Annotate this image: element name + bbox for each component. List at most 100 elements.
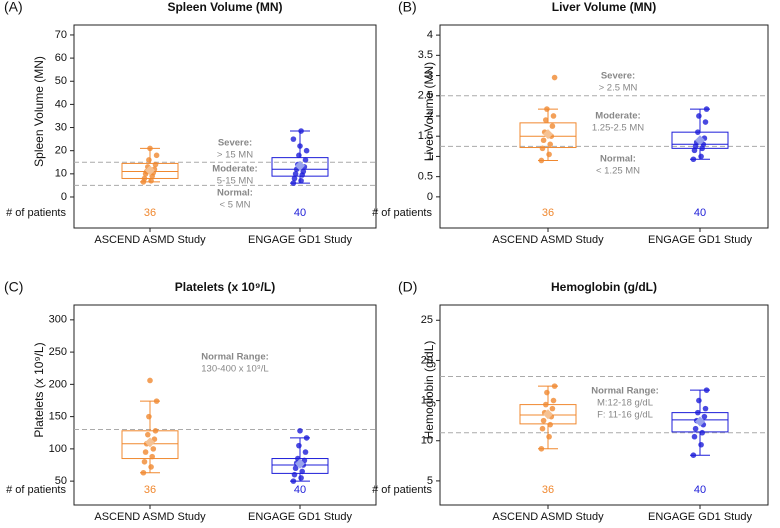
patient-count: 40	[694, 207, 706, 219]
plot-frame	[439, 24, 769, 229]
data-point	[302, 449, 309, 455]
x-tick-label: ASCEND ASMD Study	[94, 511, 206, 523]
data-point	[142, 449, 149, 455]
y-tick-label: 4	[427, 29, 433, 41]
mean-marker	[145, 165, 155, 176]
box	[519, 122, 577, 149]
patient-count: 40	[294, 484, 306, 496]
y-axis-label: Spleen Volume (MN)	[32, 56, 46, 167]
y-tick-label: 2.5	[418, 90, 433, 102]
annotation-header: Normal:	[600, 154, 636, 165]
panel-label: (B)	[398, 0, 417, 15]
data-point	[550, 113, 557, 119]
data-point	[547, 141, 553, 148]
data-point	[696, 397, 702, 404]
y-tick-label: 15	[421, 394, 433, 406]
annotation-header: Moderate:	[595, 111, 640, 122]
data-point	[152, 428, 159, 434]
data-point	[146, 157, 152, 163]
y-tick-label: 20	[55, 145, 67, 157]
data-point	[300, 168, 307, 175]
data-point	[540, 417, 547, 424]
patient-count: 36	[542, 484, 554, 496]
box	[121, 430, 179, 460]
mean-marker	[695, 416, 705, 427]
y-tick-label: 100	[49, 443, 67, 455]
data-point	[152, 161, 159, 168]
chart-title: Spleen Volume (MN)	[167, 0, 282, 14]
data-point	[297, 428, 303, 434]
annotation-header: Normal Range:	[201, 352, 269, 363]
annotation-text: 130-400 x 10⁹/L	[201, 364, 268, 375]
annotation-text: F: 11-16 g/dL	[597, 410, 653, 421]
data-point	[145, 431, 151, 438]
x-tick-label: ASCEND ASMD Study	[492, 234, 604, 246]
data-point	[544, 389, 550, 396]
panel-label: (D)	[398, 279, 417, 295]
data-point	[299, 468, 306, 475]
mean-marker	[295, 458, 305, 469]
mean-marker	[543, 129, 553, 140]
y-axis-label: Liver Volume (MN)	[422, 62, 436, 161]
data-point	[290, 180, 297, 186]
data-point	[290, 136, 297, 142]
y-axis-label: Hemoglobin (g/dL)	[422, 341, 436, 440]
data-point	[538, 157, 545, 164]
y-tick-label: 50	[55, 475, 67, 487]
annotation-text: < 5 MN	[220, 200, 251, 211]
x-tick-label: ENGAGE GD1 Study	[648, 511, 752, 523]
data-point	[702, 405, 709, 412]
annotation-text: > 2.5 MN	[599, 83, 638, 94]
panel-label: (C)	[4, 279, 23, 295]
data-point	[551, 383, 558, 389]
data-point	[543, 401, 549, 408]
data-point	[302, 157, 309, 163]
patient-count: 40	[694, 484, 706, 496]
annotation-header: Severe:	[601, 71, 635, 82]
data-point	[539, 145, 546, 152]
data-point	[148, 464, 154, 470]
data-point	[692, 425, 699, 432]
annotation-header: Normal Range:	[591, 386, 659, 397]
data-point	[538, 445, 545, 452]
row-label: # of patients	[6, 207, 66, 219]
data-point	[149, 453, 155, 460]
y-tick-label: 150	[49, 411, 67, 423]
data-point	[292, 171, 299, 177]
annotation-text: 1.25-2.5 MN	[592, 123, 644, 134]
data-point	[298, 475, 304, 481]
y-tick-label: 5	[427, 475, 433, 487]
data-point	[298, 177, 304, 184]
patient-count: 36	[144, 484, 156, 496]
y-tick-label: 20	[421, 354, 433, 366]
chart-title: Platelets (x 10⁹/L)	[175, 280, 275, 294]
data-point	[544, 106, 550, 112]
data-point	[292, 465, 299, 472]
data-point	[703, 106, 710, 112]
mean-marker	[543, 409, 553, 420]
chart-title: Liver Volume (MN)	[552, 0, 656, 14]
data-point	[147, 377, 153, 384]
data-point	[691, 433, 698, 440]
panel-label: (A)	[4, 0, 23, 15]
data-point	[543, 117, 549, 123]
y-tick-label: 10	[421, 435, 433, 447]
data-point	[699, 429, 705, 436]
x-tick-label: ASCEND ASMD Study	[94, 234, 206, 246]
data-point	[296, 152, 302, 159]
patient-count: 36	[144, 207, 156, 219]
plot-frame	[439, 304, 769, 506]
data-point	[546, 151, 552, 158]
data-point	[303, 435, 310, 441]
y-tick-label: 0.5	[418, 171, 433, 183]
y-tick-label: 40	[55, 98, 67, 110]
y-tick-label: 200	[49, 378, 67, 390]
data-point	[291, 175, 298, 182]
mean-marker	[695, 135, 705, 146]
data-point	[549, 123, 556, 129]
annotation-header: Severe:	[218, 138, 252, 149]
x-tick-label: ENGAGE GD1 Study	[648, 234, 752, 246]
chart-title: Hemoglobin (g/dL)	[551, 280, 657, 294]
data-point	[550, 397, 557, 404]
